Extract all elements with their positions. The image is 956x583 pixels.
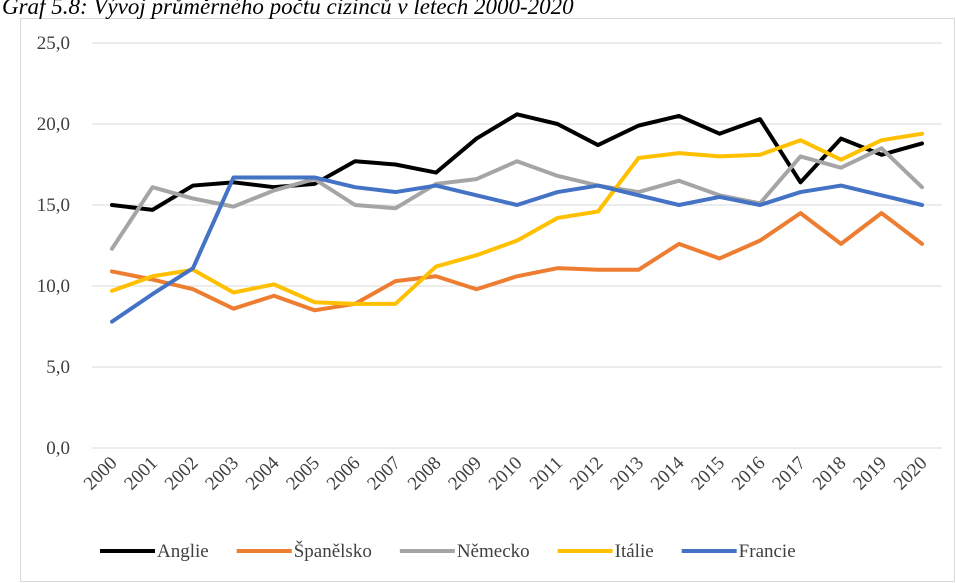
- y-tick-label: 10,0: [37, 276, 70, 297]
- chart-title: Graf 5.8: Vývoj průměrného počtu cizinců…: [2, 0, 574, 19]
- legend-label: Itálie: [615, 541, 654, 562]
- y-tick-label: 0,0: [46, 438, 70, 459]
- y-tick-label: 15,0: [37, 195, 70, 216]
- series-line: [110, 211, 924, 313]
- series-line: [110, 112, 924, 212]
- series-line: [110, 175, 924, 324]
- legend-label: Francie: [739, 541, 796, 562]
- y-tick-label: 20,0: [37, 114, 70, 135]
- legend-label: Španělsko: [294, 540, 372, 562]
- series-line: [110, 146, 924, 251]
- y-tick-label: 25,0: [37, 33, 70, 54]
- legend-label: Anglie: [157, 541, 209, 562]
- chart-border: [20, 18, 955, 582]
- y-tick-label: 5,0: [46, 357, 70, 378]
- series-line: [110, 131, 924, 306]
- legend-label: Německo: [457, 541, 530, 562]
